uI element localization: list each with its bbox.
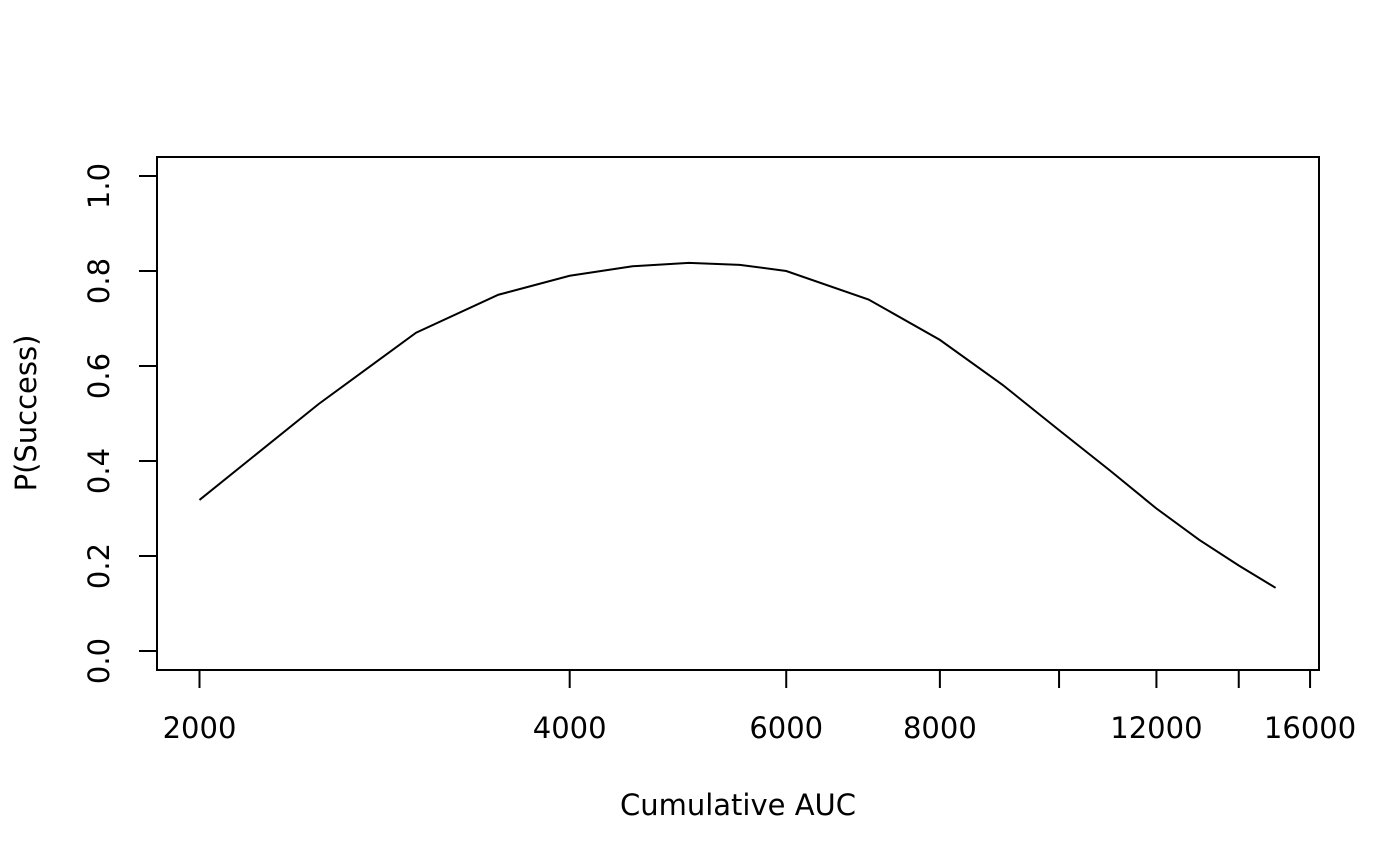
x-tick-label: 12000	[1110, 711, 1202, 745]
x-tick-label: 6000	[749, 711, 823, 745]
y-tick-label: 0.0	[82, 638, 116, 684]
y-tick-label: 1.0	[82, 163, 116, 209]
curve	[198, 261, 1277, 589]
x-tick-label: 8000	[903, 711, 977, 745]
y-tick-label: 0.2	[82, 543, 116, 589]
x-axis-label: Cumulative AUC	[620, 788, 856, 822]
plot-box	[156, 156, 1320, 671]
y-tick-label: 0.6	[82, 353, 116, 399]
x-tick-label: 4000	[533, 711, 607, 745]
y-axis-label: P(Success)	[9, 335, 43, 492]
x-tick-label: 16000	[1264, 711, 1356, 745]
y-tick-label: 0.8	[82, 258, 116, 304]
y-tick-label: 0.4	[82, 448, 116, 494]
x-tick-label: 2000	[163, 711, 237, 745]
